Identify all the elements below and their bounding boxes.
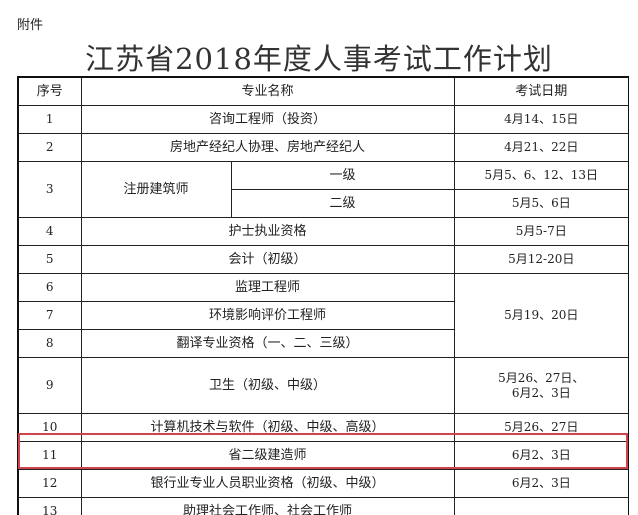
table-row: 3 注册建筑师 一级 5月5、6、12、13日 — [17, 161, 629, 218]
row-date: 6月2、3日 — [453, 441, 629, 470]
row-name: 助理社会工作师、社会工作师 — [80, 497, 455, 515]
row-num: 4 — [17, 217, 82, 246]
row-num: 9 — [17, 357, 82, 414]
row-date-line1: 5月26、27日、 — [498, 370, 585, 385]
highlight-box — [18, 433, 628, 469]
row-name: 注册建筑师 — [80, 161, 232, 218]
row-date: 5月5、6日 — [453, 189, 629, 218]
header-date: 考试日期 — [453, 76, 629, 106]
row-num: 6 — [17, 273, 82, 302]
row-date-merged: 5月19、20日 — [453, 273, 629, 358]
row-name: 银行业专业人员职业资格（初级、中级） — [80, 469, 455, 498]
table-subrow: 二级 5月5、6日 — [18, 189, 629, 218]
row-num: 3 — [17, 161, 82, 218]
row-num: 13 — [17, 497, 82, 515]
row-date: 5月5、6、12、13日 — [453, 161, 629, 190]
row-num: 7 — [17, 301, 82, 330]
row-name: 房地产经纪人协理、房地产经纪人 — [80, 133, 455, 162]
table-row: 6 监理工程师 5月19、20日 — [17, 273, 629, 358]
row-name: 计算机技术与软件（初级、中级、高级） — [80, 413, 455, 442]
attachment-label: 附件 — [17, 18, 44, 33]
table-row-highlighted: 11 省二级建造师 6月2、3日 — [17, 441, 629, 470]
row-date: 4月21、22日 — [453, 133, 629, 162]
table-row: 5 会计（初级） 5月12-20日 — [17, 245, 629, 274]
row-date: 5月12-20日 — [453, 245, 629, 274]
row-sublevel: 一级 — [230, 161, 455, 190]
row-date: 6月2、3日 — [453, 469, 629, 498]
header-name: 专业名称 — [80, 76, 455, 106]
row-date-line2: 6月2、3日 — [511, 385, 571, 400]
table-row: 12 银行业专业人员职业资格（初级、中级） 6月2、3日 — [17, 469, 629, 498]
table-row: 4 护士执业资格 5月5-7日 — [17, 217, 629, 246]
row-sublevel: 二级 — [230, 189, 455, 218]
table-row: 2 房地产经纪人协理、房地产经纪人 4月21、22日 — [17, 133, 629, 162]
header-num: 序号 — [17, 76, 82, 106]
table-row: 13 助理社会工作师、社会工作师 — [17, 497, 629, 515]
row-date — [453, 497, 629, 515]
row-name: 卫生（初级、中级） — [80, 357, 455, 414]
page-title: 江苏省2018年度人事考试工作计划 — [85, 42, 553, 76]
row-name: 省二级建造师 — [80, 441, 455, 470]
exam-schedule-table: 序号 专业名称 考试日期 1 咨询工程师（投资） 4月14、15日 2 房地产经… — [17, 76, 629, 515]
table-row: 9 卫生（初级、中级） 5月26、27日、 6月2、3日 — [17, 357, 629, 414]
row-name: 会计（初级） — [80, 245, 455, 274]
row-name: 护士执业资格 — [80, 217, 455, 246]
row-num: 2 — [17, 133, 82, 162]
row-num: 1 — [17, 105, 82, 134]
row-date: 5月5-7日 — [453, 217, 629, 246]
row-num: 12 — [17, 469, 82, 498]
row-num: 5 — [17, 245, 82, 274]
row-num: 8 — [17, 329, 82, 358]
row-date: 4月14、15日 — [453, 105, 629, 134]
row-date: 5月26、27日、 6月2、3日 — [453, 357, 629, 414]
row-name: 翻译专业资格（一、二、三级） — [80, 329, 455, 358]
row-name: 咨询工程师（投资） — [80, 105, 455, 134]
row-name: 监理工程师 — [80, 273, 455, 302]
exam-schedule-table-container: 序号 专业名称 考试日期 1 咨询工程师（投资） 4月14、15日 2 房地产经… — [17, 76, 629, 515]
row-name: 环境影响评价工程师 — [80, 301, 455, 330]
table-row: 1 咨询工程师（投资） 4月14、15日 — [17, 105, 629, 134]
table-header-row: 序号 专业名称 考试日期 — [17, 76, 629, 106]
